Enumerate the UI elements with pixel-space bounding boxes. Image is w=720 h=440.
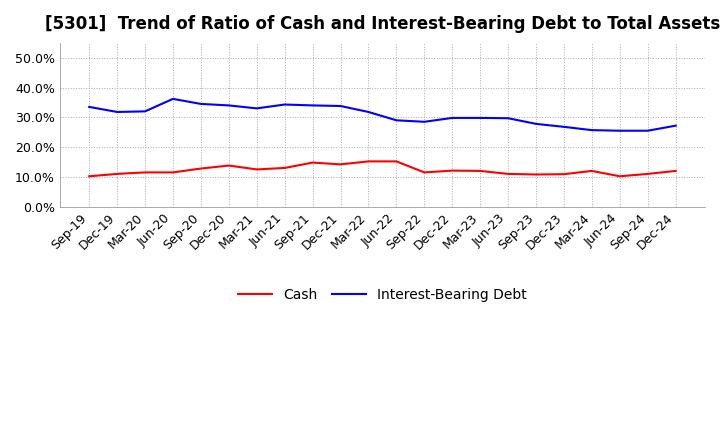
Cash xyxy=(644,171,652,176)
Interest-Bearing Debt xyxy=(644,128,652,133)
Interest-Bearing Debt xyxy=(420,119,428,125)
Cash xyxy=(504,171,513,176)
Cash xyxy=(420,170,428,175)
Interest-Bearing Debt xyxy=(448,115,456,121)
Cash xyxy=(308,160,317,165)
Interest-Bearing Debt xyxy=(308,103,317,108)
Interest-Bearing Debt xyxy=(140,109,149,114)
Cash xyxy=(85,174,94,179)
Interest-Bearing Debt xyxy=(85,104,94,110)
Cash xyxy=(336,162,345,167)
Cash xyxy=(531,172,540,177)
Title: [5301]  Trend of Ratio of Cash and Interest-Bearing Debt to Total Assets: [5301] Trend of Ratio of Cash and Intere… xyxy=(45,15,720,33)
Cash xyxy=(168,170,177,175)
Cash xyxy=(225,163,233,168)
Interest-Bearing Debt xyxy=(531,121,540,127)
Interest-Bearing Debt xyxy=(197,101,205,106)
Cash xyxy=(616,174,624,179)
Interest-Bearing Debt xyxy=(559,124,568,129)
Interest-Bearing Debt xyxy=(336,103,345,109)
Cash xyxy=(448,168,456,173)
Interest-Bearing Debt xyxy=(671,123,680,128)
Interest-Bearing Debt xyxy=(476,115,485,121)
Cash xyxy=(392,159,401,164)
Interest-Bearing Debt xyxy=(504,116,513,121)
Interest-Bearing Debt xyxy=(280,102,289,107)
Line: Cash: Cash xyxy=(89,161,675,176)
Legend: Cash, Interest-Bearing Debt: Cash, Interest-Bearing Debt xyxy=(232,282,533,308)
Interest-Bearing Debt xyxy=(364,109,373,114)
Cash xyxy=(113,171,122,176)
Interest-Bearing Debt xyxy=(253,106,261,111)
Interest-Bearing Debt xyxy=(113,109,122,114)
Interest-Bearing Debt xyxy=(225,103,233,108)
Cash xyxy=(588,168,596,173)
Cash xyxy=(559,172,568,177)
Cash xyxy=(671,168,680,173)
Cash xyxy=(140,170,149,175)
Cash xyxy=(476,168,485,173)
Cash xyxy=(364,159,373,164)
Cash xyxy=(197,166,205,171)
Cash xyxy=(280,165,289,171)
Cash xyxy=(253,167,261,172)
Interest-Bearing Debt xyxy=(616,128,624,133)
Interest-Bearing Debt xyxy=(168,96,177,102)
Line: Interest-Bearing Debt: Interest-Bearing Debt xyxy=(89,99,675,131)
Interest-Bearing Debt xyxy=(588,128,596,133)
Interest-Bearing Debt xyxy=(392,117,401,123)
